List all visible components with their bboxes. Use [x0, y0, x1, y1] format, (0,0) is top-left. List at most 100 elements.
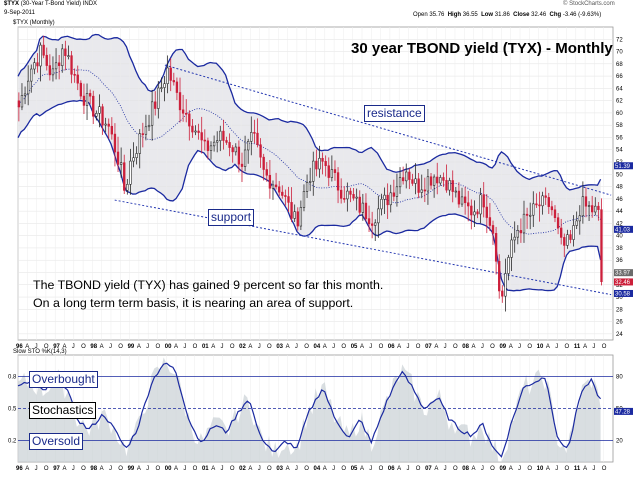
- x-tick-label-bottom: O: [453, 466, 458, 472]
- x-tick-label: O: [81, 344, 86, 350]
- candle-body: [181, 109, 185, 114]
- low-value: 31.86: [494, 12, 510, 18]
- x-tick-label: J: [221, 344, 224, 350]
- candle-body: [305, 182, 309, 192]
- candle-body: [417, 178, 420, 193]
- candle-body: [339, 189, 343, 199]
- candle-body: [51, 68, 55, 76]
- candle-body: [408, 171, 411, 180]
- sma-value-bg: [614, 225, 633, 233]
- open-label: Open: [413, 12, 428, 18]
- x-tick-label-bottom: J: [369, 466, 372, 472]
- stoch-tick-label: 80: [616, 374, 623, 380]
- candle-body: [516, 230, 519, 238]
- candle-body: [460, 196, 464, 205]
- x-tick-label: 97: [53, 344, 60, 350]
- candle-body: [98, 106, 101, 114]
- x-tick-label: O: [155, 344, 160, 350]
- x-tick-label: A: [137, 344, 141, 350]
- stochastic-legend: Slow STO %K(14,3): [13, 349, 67, 355]
- x-tick-label-bottom: 98: [90, 466, 97, 472]
- candle-body: [401, 177, 405, 182]
- candle-body: [501, 290, 504, 297]
- x-tick-label: O: [304, 344, 309, 350]
- x-tick-label-bottom: O: [44, 466, 49, 472]
- close-label: Close: [513, 12, 530, 18]
- candle-body: [522, 213, 526, 234]
- x-tick-label: J: [258, 344, 261, 350]
- candle-body: [119, 162, 123, 165]
- x-tick-label: 11: [574, 344, 581, 350]
- x-tick-label: A: [360, 344, 364, 350]
- x-tick-label: J: [406, 344, 409, 350]
- candle-body: [116, 151, 120, 165]
- candle-body: [597, 205, 600, 210]
- x-tick-label-bottom: O: [81, 466, 86, 472]
- candle-body: [581, 196, 585, 217]
- candle-body: [454, 190, 457, 193]
- candle-body: [333, 169, 337, 173]
- price-tick-label: 28: [616, 307, 623, 313]
- candle-body: [550, 206, 554, 211]
- x-tick-label: O: [230, 344, 235, 350]
- x-tick-label: 03: [276, 344, 283, 350]
- x-tick-label: 98: [90, 344, 97, 350]
- x-tick-label: A: [546, 344, 550, 350]
- x-tick-label: O: [602, 344, 607, 350]
- x-tick-label-bottom: J: [258, 466, 261, 472]
- candle-body: [510, 239, 513, 258]
- candle-body: [476, 211, 479, 215]
- candle-body: [48, 65, 52, 76]
- x-tick-label-bottom: J: [146, 466, 149, 472]
- x-tick-label: A: [583, 344, 587, 350]
- candle-body: [225, 140, 228, 143]
- candle-body: [135, 153, 138, 158]
- candle-body: [426, 176, 430, 192]
- candle-body: [538, 204, 541, 207]
- x-tick-label: O: [44, 344, 49, 350]
- price-tick-label: 62: [616, 99, 623, 105]
- x-tick-label-bottom: A: [211, 466, 215, 472]
- candle-body: [57, 62, 61, 66]
- stoch-tick-label: 20: [616, 439, 623, 445]
- candle-body: [240, 163, 244, 167]
- x-tick-label-bottom: O: [527, 466, 532, 472]
- x-tick-label: J: [555, 344, 558, 350]
- candle-body: [287, 196, 290, 203]
- x-tick-label: 00: [165, 344, 172, 350]
- x-tick-label-bottom: 99: [128, 466, 135, 472]
- price-tick-label: 64: [616, 86, 623, 92]
- x-tick-label-bottom: O: [416, 466, 421, 472]
- candle-body: [200, 132, 203, 141]
- stockcharts-sign: © StockCharts.com: [563, 1, 615, 7]
- x-tick-label-bottom: O: [565, 466, 570, 472]
- x-tick-label: O: [565, 344, 570, 350]
- x-tick-label-bottom: 07: [425, 466, 432, 472]
- high-label: High: [447, 12, 462, 18]
- x-tick-label: O: [416, 344, 421, 350]
- candle-body: [64, 48, 67, 57]
- candle-body: [482, 194, 485, 208]
- x-tick-label-bottom: A: [509, 466, 513, 472]
- annotation-text-2: On a long term term basis, it is nearing…: [33, 296, 354, 310]
- price-tick-label: 66: [616, 74, 623, 80]
- x-tick-label: 08: [462, 344, 469, 350]
- candle-body: [330, 169, 334, 178]
- candle-body: [172, 80, 175, 83]
- x-tick-label-bottom: O: [267, 466, 272, 472]
- candle-body: [110, 125, 114, 135]
- x-tick-label-bottom: J: [555, 466, 558, 472]
- price-tick-label: 72: [616, 37, 623, 43]
- candle-body: [278, 186, 281, 193]
- x-tick-label-bottom: A: [583, 466, 587, 472]
- candle-body: [163, 83, 166, 88]
- candle-body: [587, 205, 591, 207]
- x-tick-label: A: [434, 344, 438, 350]
- candle-body: [274, 184, 278, 188]
- high-value: 36.55: [462, 12, 478, 18]
- candle-body: [129, 160, 132, 185]
- candle-body: [553, 209, 557, 219]
- support-label: support: [208, 209, 255, 226]
- candle-body: [293, 211, 296, 219]
- candle-body: [479, 194, 482, 215]
